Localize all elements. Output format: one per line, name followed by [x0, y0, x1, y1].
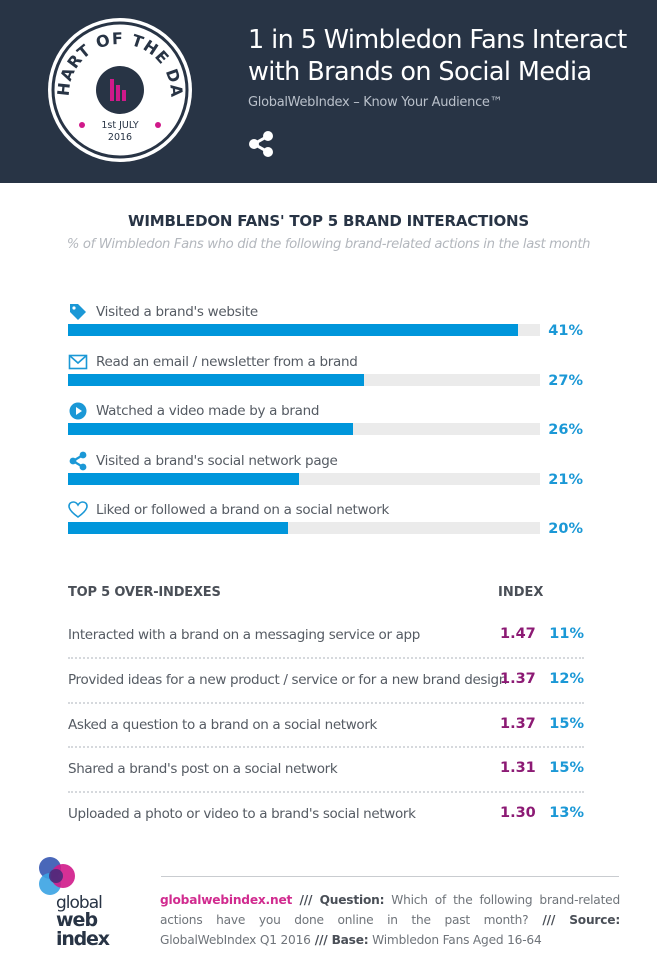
table-row: Uploaded a photo or video to a brand's s… [68, 793, 584, 838]
row-index: 1.31 [500, 760, 536, 777]
bar-label: Watched a video made by a brand [96, 403, 320, 419]
badge-dot-right [155, 122, 161, 128]
bar-value-label: 20% [548, 521, 583, 537]
row-label: Uploaded a photo or video to a brand's s… [68, 806, 416, 823]
header-banner: CHART OF THE DAY 1st JULY 2016 1 in 5 Wi… [0, 0, 657, 183]
base-text: Wimbledon Fans Aged 16-64 [368, 933, 542, 947]
table-row: Asked a question to a brand on a social … [68, 704, 584, 749]
question-label: Question: [319, 893, 385, 907]
chart-subtitle: % of Wimbledon Fans who did the followin… [66, 237, 591, 252]
separator: /// [310, 933, 332, 947]
tag-icon [70, 304, 86, 320]
bar-row: Liked or followed a brand on a social ne… [68, 500, 598, 550]
bar [68, 472, 299, 485]
badge-date-line2: 2016 [108, 132, 132, 143]
tagline: GlobalWebIndex – Know Your Audience™ [248, 95, 503, 110]
bar [68, 373, 365, 386]
logo-text-index: index [56, 928, 110, 950]
logo-text-global: global [56, 893, 102, 913]
bar-track [68, 324, 540, 336]
site-link[interactable]: globalwebindex.net [160, 893, 293, 907]
footer-divider [161, 876, 619, 877]
bar-track [68, 423, 540, 435]
row-index: 1.30 [500, 805, 536, 822]
row-index: 1.47 [500, 626, 536, 642]
bar-label: Liked or followed a brand on a social ne… [96, 502, 390, 518]
bar-label: Visited a brand's social network page [96, 452, 338, 469]
footer-notes: globalwebindex.net /// Question: Which o… [160, 890, 620, 950]
bar-row: Visited a brand's website 41% [68, 302, 598, 352]
bar [68, 423, 354, 435]
overindex-table: Interacted with a brand on a messaging s… [68, 614, 584, 838]
table-row: Shared a brand's post on a social networ… [68, 748, 584, 794]
title-line-1: 1 in 5 Wimbledon Fans Interact [248, 25, 627, 55]
bar-label: Read an email / newsletter from a brand [96, 353, 358, 370]
logo-text-web: web [56, 909, 97, 931]
bar-track [68, 522, 540, 534]
page-title: 1 in 5 Wimbledon Fans Interact with Bran… [248, 24, 648, 88]
share-icon [69, 451, 87, 470]
row-label: Asked a question to a brand on a social … [68, 716, 377, 733]
bar [68, 522, 288, 534]
bar-value-label: 27% [548, 372, 583, 389]
row-percent: 12% [549, 670, 584, 687]
chart-of-the-day-badge: CHART OF THE DAY 1st JULY 2016 [47, 17, 192, 162]
row-percent: 13% [549, 805, 584, 822]
bar-label: Visited a brand's website [96, 304, 258, 320]
bar-track [68, 472, 540, 485]
row-label: Interacted with a brand on a messaging s… [68, 627, 420, 643]
bar-chart: Visited a brand's website 41% Read an emai… [68, 302, 598, 550]
table-row: Provided ideas for a new product / servi… [68, 659, 584, 704]
title-line-2: with Brands on Social Media [248, 57, 592, 87]
bar-row: Visited a brand's social network page 21% [68, 451, 598, 501]
bar-value-label: 41% [548, 323, 583, 339]
badge-dot-left [79, 122, 85, 128]
row-percent: 15% [549, 760, 584, 777]
row-label: Provided ideas for a new product / servi… [68, 671, 507, 688]
bar-row: Watched a video made by a brand 26% [68, 401, 598, 451]
bar-value-label: 21% [548, 471, 583, 488]
bar-row: Read an email / newsletter from a brand 2… [68, 352, 598, 402]
table-row: Interacted with a brand on a messaging s… [68, 614, 584, 659]
row-percent: 15% [549, 715, 584, 732]
share-icon[interactable] [247, 130, 275, 158]
row-index: 1.37 [500, 715, 536, 732]
source-text: GlobalWebIndex Q1 2016 [160, 933, 311, 947]
base-label: Base: [331, 933, 369, 947]
row-index: 1.37 [500, 670, 536, 687]
source-label: Source: [569, 913, 620, 927]
bar-track [68, 373, 540, 386]
badge-date-line1: 1st JULY [101, 120, 139, 131]
heart-icon [68, 501, 88, 518]
separator: /// [528, 913, 570, 927]
index-column-heading: INDEX [498, 585, 544, 600]
row-label: Shared a brand's post on a social networ… [68, 761, 338, 778]
separator: /// [292, 893, 320, 907]
envelope-icon [68, 354, 88, 369]
question-text: Which of the following brand-related act… [160, 893, 620, 927]
globalwebindex-logo: global web index [39, 857, 111, 950]
bar [68, 324, 518, 336]
play-icon [69, 402, 87, 420]
overindex-heading: TOP 5 OVER-INDEXES [68, 585, 221, 600]
bar-chart-icon [110, 79, 126, 101]
bar-value-label: 26% [548, 422, 583, 438]
chart-title: WIMBLEDON FANS' TOP 5 BRAND INTERACTIONS [128, 212, 529, 230]
row-percent: 11% [549, 626, 584, 642]
